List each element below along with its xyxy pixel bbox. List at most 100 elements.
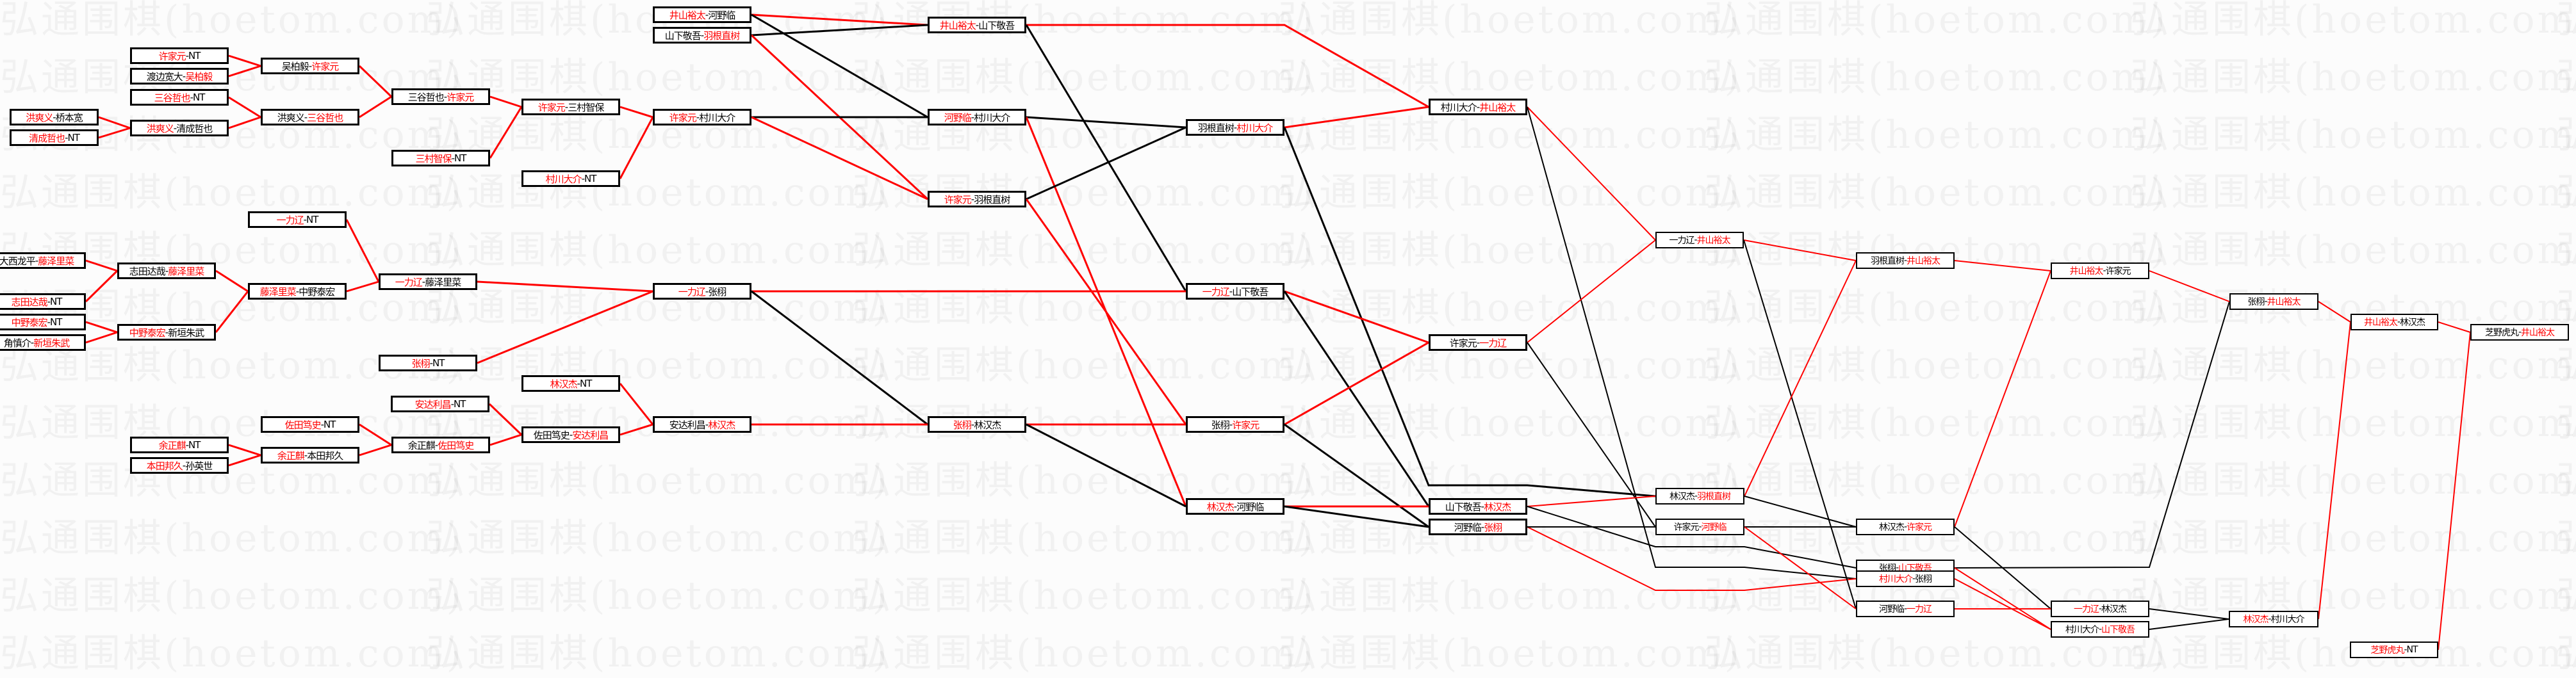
- player-name: 山下敬吾: [1232, 286, 1268, 298]
- match-box[interactable]: 张栩 - 许家元: [1186, 416, 1284, 433]
- player-name: 新垣朱武: [168, 327, 204, 339]
- match-box[interactable]: 芝野虎丸 - 井山裕太: [2470, 324, 2569, 341]
- winner-connector: [228, 454, 261, 467]
- match-box[interactable]: 角慎介 - 新垣朱武: [0, 334, 86, 351]
- loser-connector: [751, 290, 928, 426]
- match-box[interactable]: 村川大介 - NT: [521, 170, 620, 187]
- winner-name: 许家元: [158, 50, 186, 62]
- match-box[interactable]: 河野临 - 一力辽: [1856, 601, 1955, 617]
- separator: -: [443, 91, 448, 102]
- match-box[interactable]: 余正麒 - NT: [130, 437, 229, 453]
- winner-connector: [1743, 239, 1857, 261]
- match-box[interactable]: 吴柏毅 - 许家元: [261, 58, 359, 74]
- player-name: 张栩: [708, 286, 726, 298]
- match-box[interactable]: 林汉杰 - 羽根直树: [1655, 488, 1744, 504]
- match-box[interactable]: 洪爽义 - 桥本宽: [10, 109, 99, 125]
- match-box[interactable]: 许家元 - 一力辽: [1429, 334, 1527, 351]
- match-box[interactable]: 中野泰宏 - 新垣朱武: [117, 324, 216, 341]
- match-box[interactable]: 张栩 - 井山裕太: [2229, 293, 2318, 310]
- match-box[interactable]: 张栩 - 林汉杰: [928, 416, 1026, 433]
- match-box[interactable]: 余正麒 - 本田邦久: [261, 447, 359, 464]
- match-box[interactable]: 一力辽 - 张栩: [653, 283, 751, 300]
- loser-connector: [1954, 301, 2230, 569]
- match-box[interactable]: 河野临 - 张栩: [1429, 519, 1527, 535]
- match-box[interactable]: 安达利昌 - 林汉杰: [653, 416, 751, 433]
- match-box[interactable]: 一力辽 - 山下敬吾: [1186, 283, 1284, 300]
- match-box[interactable]: 村川大介 - 山下敬吾: [2051, 621, 2149, 638]
- match-box[interactable]: 张栩 - NT: [379, 355, 477, 371]
- separator: -: [564, 101, 569, 113]
- match-box[interactable]: 安达利昌 - NT: [391, 396, 489, 412]
- match-box[interactable]: 许家元 - 三村智保: [521, 99, 620, 115]
- match-box[interactable]: 一力辽 - 林汉杰: [2051, 601, 2149, 617]
- match-box[interactable]: 大西龙平 - 藤泽里菜: [0, 252, 86, 269]
- match-box[interactable]: 志田达哉 - NT: [0, 293, 86, 310]
- match-box[interactable]: 羽根直树 - 村川大介: [1186, 119, 1284, 136]
- match-box[interactable]: 河野临 - 村川大介: [928, 109, 1026, 125]
- match-box[interactable]: 山下敬吾 - 林汉杰: [1429, 498, 1527, 515]
- match-box[interactable]: 许家元 - NT: [130, 47, 229, 64]
- match-box[interactable]: 许家元 - 河野临: [1655, 519, 1744, 535]
- winner-connector: [228, 65, 261, 77]
- separator: -: [971, 111, 975, 123]
- separator: -: [1481, 521, 1485, 533]
- match-box[interactable]: 一力辽 - NT: [248, 211, 347, 228]
- match-box[interactable]: 余正麒 - 佐田笃史: [391, 437, 490, 453]
- winner-name: 一力辽: [2073, 604, 2099, 615]
- match-box[interactable]: 一力辽 - 井山裕太: [1655, 232, 1744, 248]
- match-box[interactable]: 井山裕太 - 林汉杰: [2350, 314, 2438, 330]
- match-box[interactable]: 林汉杰 - 村川大介: [2229, 611, 2318, 627]
- player-name: NT: [580, 378, 592, 389]
- match-box[interactable]: 本田邦久 - 孙英世: [130, 457, 229, 474]
- player-name: 三村智保: [568, 101, 604, 113]
- match-box[interactable]: 山下敬吾 - 羽根直树: [653, 27, 751, 44]
- match-box[interactable]: 藤泽里菜 - 中野泰宏: [248, 283, 347, 300]
- winner-connector: [2438, 332, 2471, 650]
- match-box[interactable]: 三谷哲也 - NT: [130, 89, 229, 106]
- match-box[interactable]: 一力辽 - 藤泽里菜: [379, 273, 477, 290]
- winner-connector: [1954, 270, 2051, 528]
- winner-connector: [477, 280, 653, 293]
- match-box[interactable]: 渡边宽大 - 吴柏毅: [130, 68, 229, 85]
- match-box[interactable]: 林汉杰 - 许家元: [1856, 519, 1955, 535]
- winner-name: 三村智保: [415, 152, 452, 165]
- winner-name: 清成哲也: [29, 132, 65, 144]
- match-box[interactable]: 三村智保 - NT: [391, 150, 490, 166]
- match-box[interactable]: 许家元 - 村川大介: [653, 109, 751, 125]
- match-box[interactable]: 佐田笃史 - NT: [261, 416, 359, 433]
- winner-connector: [489, 95, 522, 108]
- loser-connector: [1527, 106, 1857, 579]
- winner-name: 一力辽: [1479, 337, 1507, 349]
- match-box[interactable]: 三谷哲也 - 许家元: [391, 88, 490, 105]
- winner-connector: [2149, 270, 2230, 302]
- match-box[interactable]: 村川大介 - 张栩: [1856, 570, 1955, 587]
- player-name: NT: [193, 92, 205, 103]
- match-box[interactable]: 志田达哉 - 藤泽里菜: [117, 262, 216, 279]
- match-box[interactable]: 村川大介 - 井山裕太: [1429, 99, 1527, 115]
- match-box[interactable]: 洪爽义 - 清成哲也: [130, 120, 229, 136]
- match-box[interactable]: 佐田笃史 - 安达利昌: [521, 426, 620, 443]
- match-box[interactable]: 井山裕太 - 许家元: [2051, 262, 2149, 279]
- loser-connector: [1025, 24, 1187, 292]
- winner-name: 藤泽里菜: [38, 255, 74, 267]
- match-box[interactable]: 中野泰宏 - NT: [0, 314, 86, 330]
- match-box[interactable]: 林汉杰 - 河野临: [1186, 498, 1284, 515]
- player-name: 村川大介: [699, 111, 735, 124]
- player-name: 张栩: [2247, 297, 2265, 307]
- separator: -: [451, 152, 455, 164]
- match-box[interactable]: 洪爽义 - 三谷哲也: [261, 109, 359, 125]
- match-box[interactable]: 羽根直树 - 井山裕太: [1856, 252, 1955, 269]
- winner-name: 一力辽: [678, 286, 706, 298]
- match-box[interactable]: 井山裕太 - 山下敬吾: [928, 17, 1026, 33]
- winner-name: 村川大介: [1878, 574, 1913, 585]
- match-box[interactable]: 许家元 - 羽根直树: [928, 191, 1026, 207]
- match-box[interactable]: 芝野虎丸 - NT: [2350, 642, 2438, 658]
- match-box[interactable]: 清成哲也 - NT: [10, 129, 99, 146]
- player-name: NT: [454, 398, 466, 410]
- player-name: 安达利昌: [669, 419, 706, 431]
- match-box[interactable]: 井山裕太 - 河野临: [653, 6, 751, 23]
- loser-connector: [1284, 423, 1429, 528]
- separator: -: [705, 419, 709, 430]
- match-box[interactable]: 林汉杰 - NT: [521, 375, 620, 392]
- winner-name: 余正麒: [158, 439, 186, 451]
